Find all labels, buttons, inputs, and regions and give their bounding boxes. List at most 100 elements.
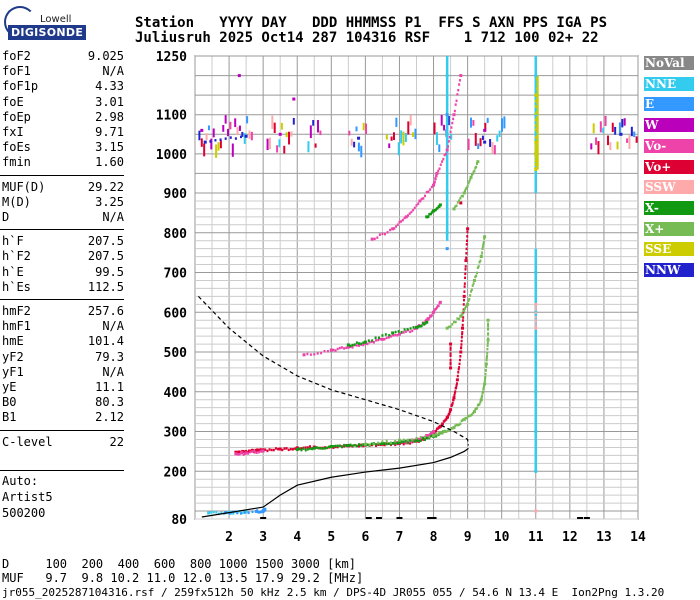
data-point bbox=[404, 330, 407, 333]
data-point bbox=[295, 446, 299, 450]
echo-band-mark bbox=[309, 125, 312, 139]
data-point bbox=[534, 292, 537, 295]
data-point bbox=[287, 448, 290, 452]
data-point bbox=[435, 435, 438, 438]
data-point bbox=[534, 159, 537, 162]
data-point bbox=[487, 337, 490, 340]
density-profile-curve bbox=[201, 447, 469, 518]
data-point bbox=[472, 410, 476, 414]
param-label: foF1p bbox=[2, 79, 39, 94]
data-point bbox=[534, 152, 538, 156]
echo-band-mark bbox=[210, 138, 213, 150]
param-label: B0 bbox=[2, 395, 17, 410]
param-row-hf2: h`F2 207.5 bbox=[2, 249, 124, 264]
data-point bbox=[355, 344, 358, 347]
data-point bbox=[381, 334, 384, 337]
data-point bbox=[461, 323, 464, 327]
data-point bbox=[430, 314, 433, 317]
data-point bbox=[292, 97, 296, 101]
data-point bbox=[475, 271, 478, 275]
param-label: h`Es bbox=[2, 279, 31, 294]
data-point bbox=[311, 447, 314, 451]
data-point bbox=[237, 74, 241, 78]
data-point bbox=[470, 290, 473, 293]
param-value: 101.4 bbox=[87, 334, 124, 349]
data-point bbox=[470, 413, 473, 416]
data-point bbox=[464, 416, 467, 420]
data-point bbox=[272, 448, 275, 452]
logo-swoosh-icon bbox=[4, 6, 36, 38]
data-point bbox=[461, 326, 465, 330]
data-point bbox=[277, 447, 280, 451]
data-point bbox=[445, 231, 449, 235]
data-point bbox=[534, 280, 537, 284]
data-point bbox=[486, 318, 490, 322]
data-point bbox=[338, 444, 341, 448]
data-point bbox=[415, 436, 418, 440]
echo-band-mark bbox=[283, 145, 286, 154]
data-point bbox=[387, 336, 390, 339]
data-point bbox=[349, 443, 352, 447]
echo-band bbox=[198, 115, 638, 158]
data-point bbox=[471, 284, 474, 287]
data-point bbox=[460, 194, 463, 198]
data-point bbox=[464, 272, 467, 276]
param-row-ye: yE 11.1 bbox=[2, 380, 124, 395]
data-point bbox=[487, 324, 490, 328]
param-row-hmf1: hmF1 N/A bbox=[2, 319, 124, 334]
data-point bbox=[394, 333, 397, 337]
data-point bbox=[534, 466, 537, 469]
data-point bbox=[452, 320, 455, 324]
echo-band-mark bbox=[630, 126, 633, 137]
data-point bbox=[534, 146, 537, 150]
data-point bbox=[534, 509, 538, 513]
data-point bbox=[378, 233, 381, 236]
data-point bbox=[534, 112, 537, 115]
data-point bbox=[483, 140, 487, 144]
data-point bbox=[220, 511, 223, 515]
data-point bbox=[402, 438, 405, 442]
data-point bbox=[402, 442, 405, 446]
echo-band-mark bbox=[599, 121, 602, 133]
param-separator bbox=[0, 429, 124, 431]
echo-band-mark bbox=[609, 142, 612, 151]
data-point bbox=[450, 126, 453, 129]
echo-band-mark bbox=[604, 115, 607, 127]
data-point bbox=[534, 128, 537, 131]
data-point bbox=[456, 93, 459, 96]
series-nnw bbox=[203, 132, 623, 144]
data-point bbox=[395, 225, 398, 228]
data-point bbox=[486, 341, 489, 345]
data-point bbox=[379, 337, 382, 341]
data-point bbox=[445, 418, 448, 421]
series-xplus bbox=[363, 160, 490, 446]
data-point bbox=[534, 108, 537, 111]
echo-band-mark bbox=[623, 118, 626, 126]
echo-band-mark bbox=[440, 115, 443, 126]
data-point bbox=[484, 369, 487, 372]
echo-band-mark bbox=[236, 127, 239, 136]
data-point bbox=[309, 445, 312, 448]
data-point bbox=[304, 446, 307, 449]
echo-band-mark bbox=[271, 115, 274, 129]
data-point bbox=[278, 447, 282, 451]
data-point bbox=[304, 448, 307, 452]
data-point bbox=[391, 227, 395, 231]
data-point bbox=[404, 439, 407, 443]
data-point bbox=[534, 450, 537, 454]
data-point bbox=[209, 140, 212, 143]
data-point bbox=[534, 156, 537, 159]
data-point bbox=[475, 165, 478, 169]
data-point bbox=[454, 320, 457, 324]
data-point bbox=[228, 512, 231, 515]
data-point bbox=[417, 437, 420, 441]
param-row-hme: hmE 101.4 bbox=[2, 334, 124, 349]
data-point bbox=[418, 325, 421, 328]
data-point bbox=[534, 409, 537, 413]
param-value: 79.3 bbox=[95, 349, 124, 364]
data-point bbox=[259, 448, 262, 451]
data-point bbox=[435, 306, 438, 309]
data-point bbox=[446, 211, 449, 214]
param-value: 3.25 bbox=[95, 194, 124, 209]
param-row-fxi: fxI 9.71 bbox=[2, 125, 124, 140]
